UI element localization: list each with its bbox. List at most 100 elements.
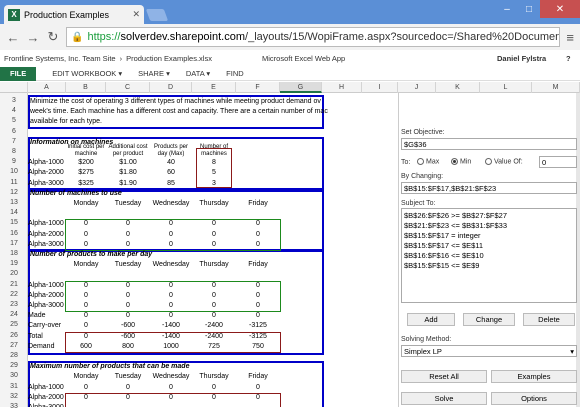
day-header[interactable]: Wednesday bbox=[152, 200, 190, 207]
max-cell[interactable]: 0 bbox=[212, 383, 216, 391]
max-cell[interactable]: 0 bbox=[126, 393, 130, 401]
decision-cell[interactable]: 0 bbox=[212, 281, 216, 289]
machine-name[interactable]: Alpha-3000 bbox=[28, 302, 64, 309]
info-cell[interactable]: 40 bbox=[167, 159, 175, 167]
row-header[interactable]: 20 bbox=[10, 270, 18, 278]
total-cell[interactable]: -2400 bbox=[205, 332, 223, 340]
decision-cell[interactable]: 0 bbox=[256, 291, 260, 299]
info-cell[interactable]: $200 bbox=[78, 159, 94, 167]
user-name[interactable]: Daniel Fylstra bbox=[497, 54, 547, 63]
tab-share[interactable]: SHARE ▾ bbox=[138, 69, 170, 78]
column-header[interactable]: F bbox=[236, 82, 280, 93]
decision-cell[interactable]: 0 bbox=[84, 302, 88, 309]
value-of-input[interactable]: 0 bbox=[539, 156, 577, 168]
day-header[interactable]: Tuesday bbox=[114, 373, 142, 381]
constraint-item[interactable]: $B$21:$F$23 <= $B$31:$F$33 bbox=[404, 221, 508, 230]
decision-cell[interactable]: 0 bbox=[84, 230, 88, 238]
minimize-icon[interactable]: – bbox=[504, 3, 510, 15]
max-cell[interactable]: 0 bbox=[256, 383, 260, 391]
day-header[interactable]: Friday bbox=[248, 200, 268, 207]
column-header[interactable]: B bbox=[66, 82, 106, 93]
column-header[interactable]: C bbox=[106, 82, 150, 93]
decision-cell[interactable]: 0 bbox=[126, 220, 130, 228]
info-cell[interactable]: 8 bbox=[212, 159, 216, 167]
made-label[interactable]: Made bbox=[28, 312, 46, 320]
constraint-item[interactable]: $B$15:$F$17 = integer bbox=[404, 231, 481, 240]
demand-cell[interactable]: 600 bbox=[80, 342, 92, 350]
row-header[interactable]: 14 bbox=[10, 209, 18, 217]
decision-cell[interactable]: 0 bbox=[212, 220, 216, 228]
column-header[interactable]: D bbox=[150, 82, 192, 93]
file-tab[interactable]: FILE bbox=[0, 66, 37, 81]
info-cell[interactable]: $1.90 bbox=[119, 179, 137, 187]
menu-icon[interactable]: ≡ bbox=[566, 29, 574, 45]
day-header[interactable]: Monday bbox=[73, 261, 99, 269]
row-header[interactable]: 29 bbox=[10, 362, 18, 370]
select-all-corner[interactable] bbox=[0, 82, 28, 93]
help-icon[interactable]: ? bbox=[566, 54, 571, 63]
row-header[interactable]: 32 bbox=[10, 392, 18, 400]
add-button[interactable]: Add bbox=[407, 313, 455, 326]
machine-name[interactable]: Alpha-1000 bbox=[28, 159, 64, 167]
row-header[interactable]: 4 bbox=[12, 107, 16, 115]
info-cell[interactable]: 5 bbox=[212, 169, 216, 177]
solve-button[interactable]: Solve bbox=[401, 392, 487, 405]
row-header[interactable]: 3 bbox=[12, 97, 16, 104]
row-header[interactable]: 11 bbox=[10, 178, 18, 186]
day-header[interactable]: Wednesday bbox=[152, 373, 190, 381]
machine-name[interactable]: Alpha-2000 bbox=[28, 169, 64, 177]
day-header[interactable]: Thursday bbox=[199, 373, 229, 381]
decision-cell[interactable]: 0 bbox=[212, 302, 216, 309]
column-header[interactable]: M bbox=[532, 82, 580, 93]
demand-cell[interactable]: 800 bbox=[122, 342, 134, 350]
options-button[interactable]: Options bbox=[491, 392, 577, 405]
row-header[interactable]: 15 bbox=[10, 219, 18, 227]
url-field[interactable]: 🔒 https://solverdev.sharepoint.com/_layo… bbox=[66, 27, 561, 47]
machine-name[interactable]: Alpha-1000 bbox=[28, 383, 64, 391]
demand-cell[interactable]: 1000 bbox=[163, 342, 179, 350]
objective-input[interactable]: $G$36 bbox=[401, 138, 577, 150]
row-header[interactable]: 25 bbox=[10, 321, 18, 329]
day-header[interactable]: Monday bbox=[73, 200, 99, 207]
new-tab-button[interactable] bbox=[145, 9, 169, 21]
info-cell[interactable]: $1.80 bbox=[119, 169, 137, 177]
day-header[interactable]: Wednesday bbox=[152, 261, 190, 269]
decision-cell[interactable]: 0 bbox=[126, 230, 130, 238]
column-header[interactable]: K bbox=[436, 82, 480, 93]
constraint-item[interactable]: $B$26:$F$26 >= $B$27:$F$27 bbox=[404, 211, 508, 220]
info-cell[interactable]: $275 bbox=[78, 169, 94, 177]
max-cell[interactable]: 0 bbox=[169, 393, 173, 401]
decision-cell[interactable]: 0 bbox=[256, 302, 260, 309]
machine-name[interactable]: Alpha-3000 bbox=[28, 179, 64, 187]
close-tab-icon[interactable]: ✕ bbox=[132, 9, 140, 19]
total-cell[interactable]: -1400 bbox=[162, 332, 180, 340]
close-window-icon[interactable]: ✕ bbox=[540, 0, 580, 18]
decision-cell[interactable]: 0 bbox=[256, 281, 260, 289]
column-header[interactable]: H bbox=[322, 82, 362, 93]
total-label[interactable]: Total bbox=[28, 332, 43, 340]
day-header[interactable]: Monday bbox=[73, 373, 99, 381]
column-header[interactable]: A bbox=[28, 82, 66, 93]
tab-data[interactable]: DATA ▾ bbox=[185, 69, 211, 78]
constraints-list[interactable]: $B$26:$F$26 >= $B$27:$F$27 $B$21:$F$23 <=… bbox=[401, 208, 577, 303]
max-radio[interactable]: Max bbox=[417, 158, 439, 165]
info-cell[interactable]: 3 bbox=[212, 179, 216, 187]
max-cell[interactable]: 0 bbox=[84, 383, 88, 391]
constraint-item[interactable]: $B$15:$F$15 <= $E$9 bbox=[404, 261, 480, 270]
constraint-item[interactable]: $B$16:$F$16 <= $E$10 bbox=[404, 251, 484, 260]
decision-cell[interactable]: 0 bbox=[84, 281, 88, 289]
day-header[interactable]: Friday bbox=[248, 261, 268, 269]
info-cell[interactable]: 85 bbox=[167, 179, 175, 187]
row-header[interactable]: 28 bbox=[10, 352, 18, 359]
row-header[interactable]: 23 bbox=[10, 301, 18, 308]
forward-icon[interactable]: → bbox=[26, 29, 40, 45]
carry-label[interactable]: Carry-over bbox=[28, 322, 62, 330]
row-header[interactable]: 5 bbox=[12, 117, 16, 125]
row-header[interactable]: 9 bbox=[12, 158, 16, 166]
row-header[interactable]: 7 bbox=[12, 137, 16, 145]
day-header[interactable]: Tuesday bbox=[114, 261, 142, 269]
site-link[interactable]: Frontline Systems, Inc. Team Site bbox=[4, 54, 116, 63]
made-cell[interactable]: 0 bbox=[169, 312, 173, 320]
row-header[interactable]: 6 bbox=[12, 127, 16, 135]
spreadsheet-grid[interactable]: Minimize the cost of operating 3 differe… bbox=[28, 93, 398, 407]
